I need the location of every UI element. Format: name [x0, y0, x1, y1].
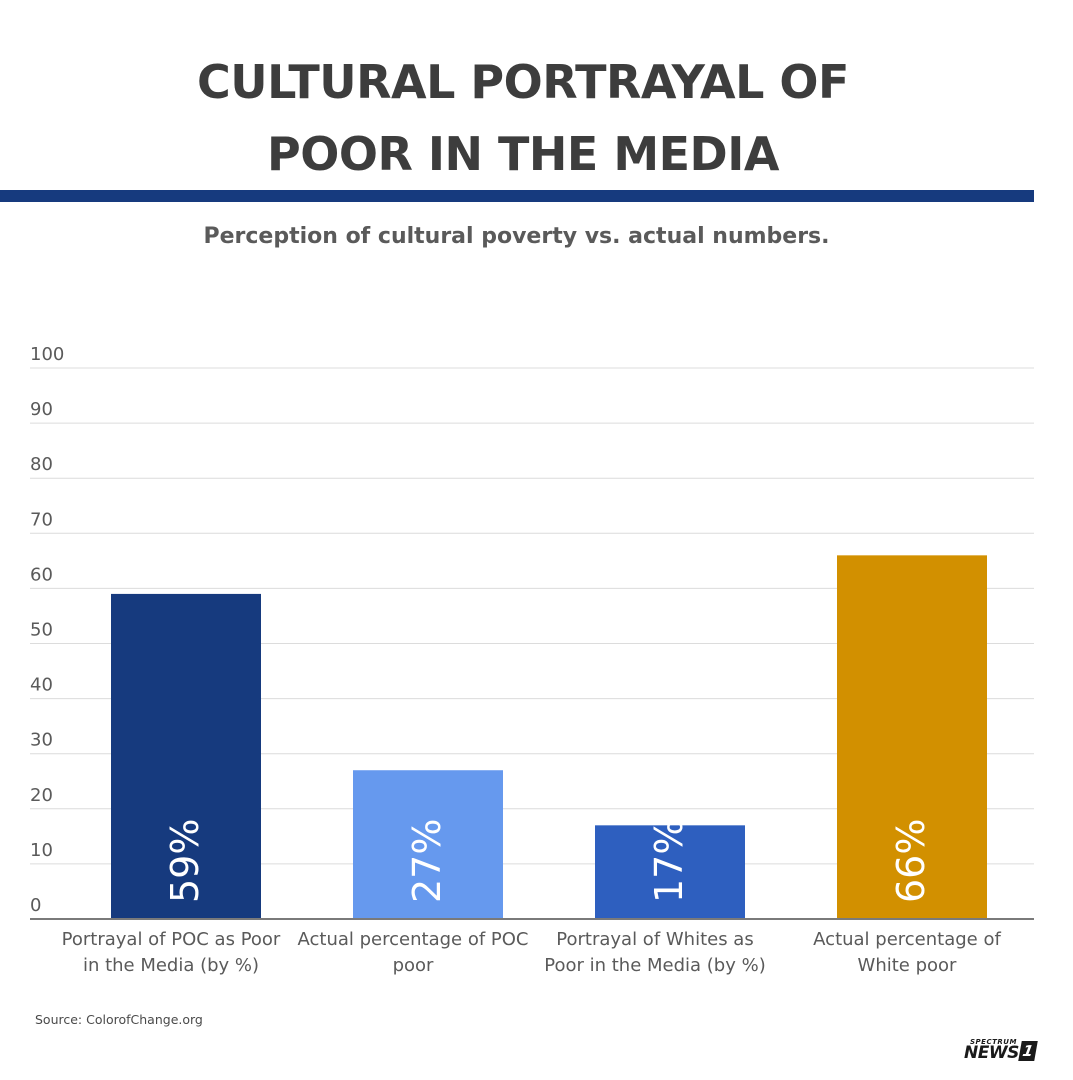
x-category-label: Portrayal of Whites as: [556, 929, 753, 950]
x-category-label: poor: [393, 955, 434, 976]
y-tick-label: 60: [30, 564, 53, 585]
bar: [353, 770, 503, 919]
x-category-label: White poor: [858, 955, 958, 976]
bar: [595, 825, 745, 919]
y-tick-label: 0: [30, 895, 41, 916]
x-category-label: Actual percentage of: [813, 929, 1001, 950]
y-tick-label: 20: [30, 785, 53, 806]
source-note: Source: ColorofChange.org: [35, 1012, 203, 1027]
y-tick-label: 70: [30, 509, 53, 530]
chart-title: CULTURAL PORTRAYAL OF POOR IN THE MEDIA: [0, 46, 1046, 190]
bar: [111, 593, 261, 919]
logo-brand-small: SPECTRUM: [970, 1038, 1017, 1046]
chart-subtitle: Perception of cultural poverty vs. actua…: [203, 224, 830, 249]
title-rule: [0, 190, 1034, 202]
y-tick-label: 10: [30, 840, 53, 861]
y-tick-label: 40: [30, 675, 53, 696]
title-line-1: CULTURAL PORTRAYAL OF: [197, 55, 849, 109]
bar-data-label: 59%: [163, 819, 207, 903]
bar-data-label: 27%: [405, 819, 449, 903]
y-tick-label: 50: [30, 620, 53, 641]
x-category-label: Actual percentage of POC: [298, 929, 529, 950]
x-category-label: in the Media (by %): [83, 955, 259, 976]
bar-chart: 0 10 20 30 40 50 60 70 80 90 100 59% Portrayal of PO…: [30, 344, 1034, 976]
y-tick-label: 80: [30, 454, 53, 475]
y-tick-label: 90: [30, 399, 53, 420]
bar-data-label: 66%: [889, 819, 933, 903]
logo-number: 1: [1018, 1041, 1038, 1061]
x-category-label: Poor in the Media (by %): [544, 955, 765, 976]
x-category-label: Portrayal of POC as Poor: [62, 929, 281, 950]
logo-brand-big: NEWS: [964, 1043, 1019, 1063]
y-tick-label: 100: [30, 344, 64, 365]
bar-data-label: 17%: [647, 819, 691, 903]
spectrum-news-logo: SPECTRUM NEWS 1: [962, 1038, 1040, 1064]
title-line-2: POOR IN THE MEDIA: [267, 127, 779, 181]
y-tick-label: 30: [30, 730, 53, 751]
bar: [837, 555, 987, 919]
